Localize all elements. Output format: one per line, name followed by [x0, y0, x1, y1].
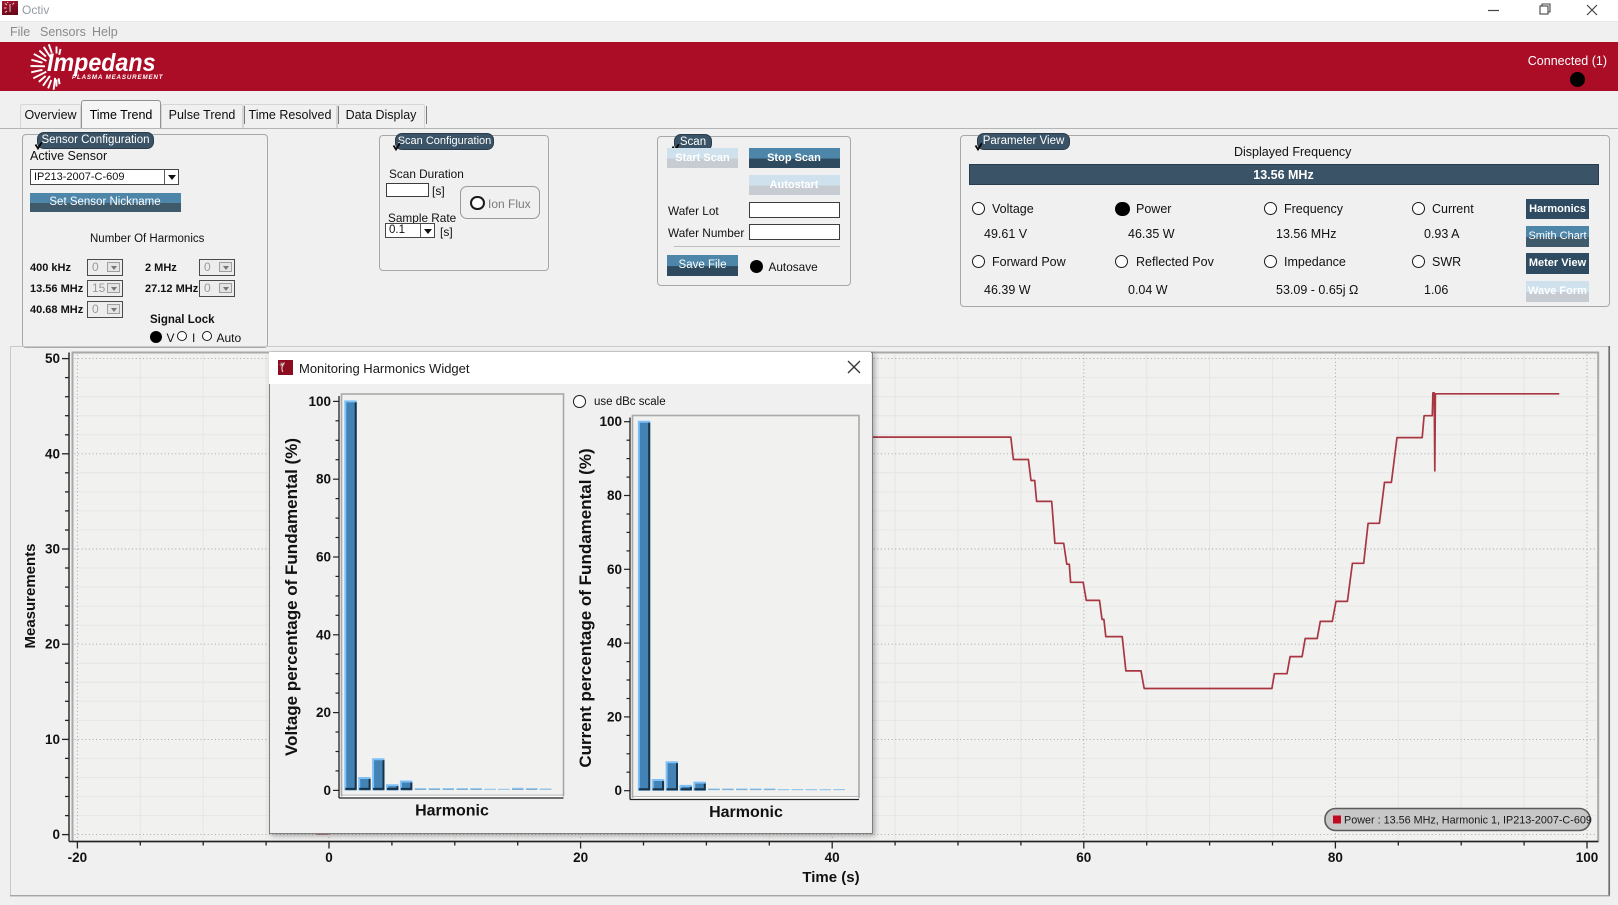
svg-text:Voltage percentage of Fundamen: Voltage percentage of Fundamental (%) — [282, 438, 301, 756]
svg-text:60: 60 — [316, 550, 331, 565]
svg-text:100: 100 — [1576, 850, 1599, 865]
svg-text:40: 40 — [825, 850, 840, 865]
svg-text:0: 0 — [52, 827, 60, 842]
svg-text:60: 60 — [1076, 850, 1091, 865]
svg-text:0: 0 — [325, 850, 333, 865]
svg-text:50: 50 — [45, 351, 60, 366]
svg-text:80: 80 — [1328, 850, 1343, 865]
svg-text:Measurements: Measurements — [22, 543, 39, 648]
svg-text:10: 10 — [45, 732, 60, 747]
svg-text:20: 20 — [573, 850, 588, 865]
svg-text:20: 20 — [45, 637, 60, 652]
svg-text:Power : 13.56 MHz, Harmonic 1,: Power : 13.56 MHz, Harmonic 1, IP213-200… — [1344, 815, 1592, 827]
svg-text:-20: -20 — [68, 850, 88, 865]
svg-text:Harmonic: Harmonic — [415, 803, 489, 820]
svg-text:Harmonic: Harmonic — [709, 804, 783, 821]
svg-text:40: 40 — [607, 636, 622, 651]
svg-text:40: 40 — [45, 446, 60, 461]
svg-text:0: 0 — [614, 783, 622, 798]
svg-text:Current percentage of Fundamen: Current percentage of Fundamental (%) — [576, 448, 595, 767]
svg-text:80: 80 — [316, 472, 331, 487]
svg-text:30: 30 — [45, 542, 60, 557]
svg-text:100: 100 — [599, 414, 622, 429]
svg-text:Time (s): Time (s) — [802, 869, 859, 886]
svg-text:40: 40 — [316, 627, 331, 642]
svg-text:0: 0 — [323, 783, 331, 798]
svg-text:20: 20 — [316, 705, 331, 720]
svg-text:60: 60 — [607, 562, 622, 577]
svg-text:80: 80 — [607, 488, 622, 503]
svg-text:100: 100 — [308, 394, 331, 409]
svg-text:20: 20 — [607, 709, 622, 724]
